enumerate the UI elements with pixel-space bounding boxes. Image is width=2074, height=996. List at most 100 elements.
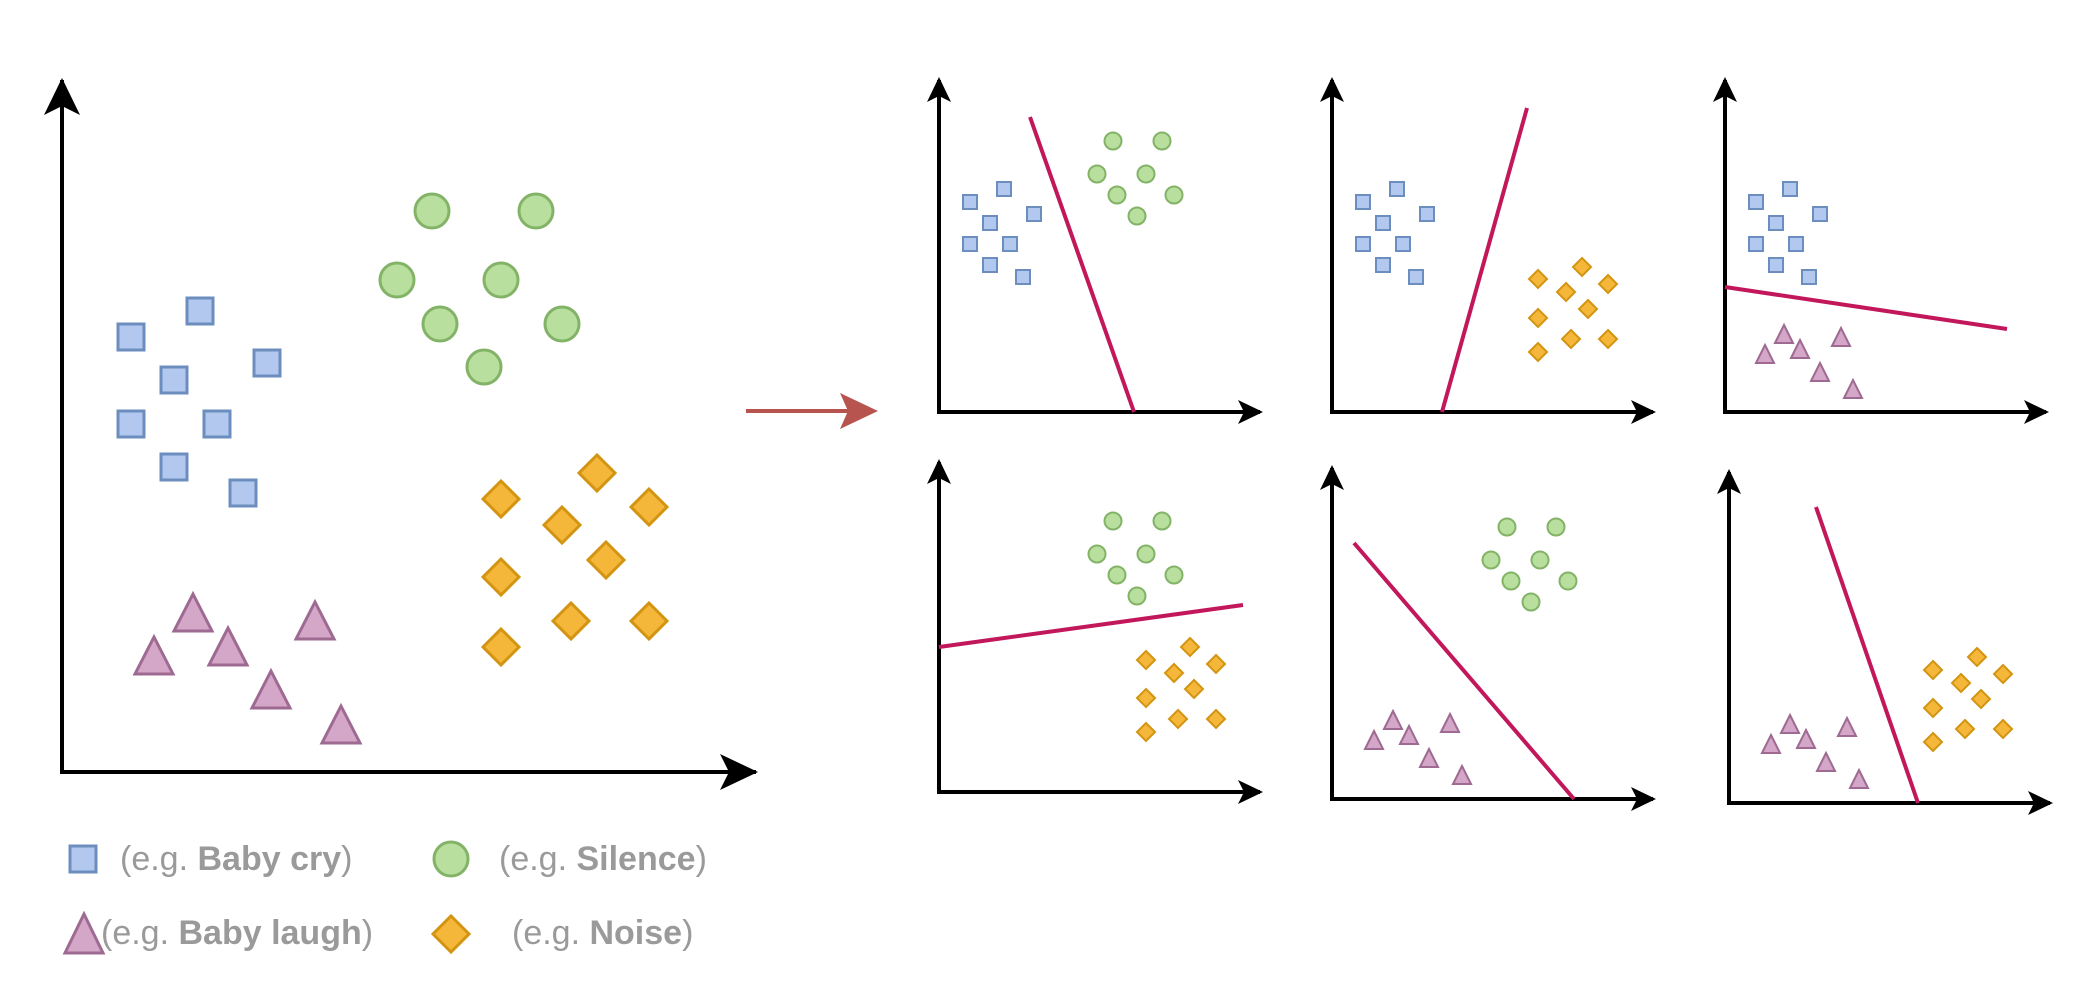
decision-boundary [1352,541,1576,801]
square-point [962,236,978,252]
legend-entry-baby-cry: (e.g. Baby cry) [120,840,352,879]
main-square-point [116,409,146,439]
circle-icon [432,840,470,878]
square-point [1748,236,1764,252]
diamond-point [1527,268,1549,290]
main-square-point [116,322,146,352]
main-circle-point [465,348,503,386]
triangle-point [1789,337,1811,359]
decision-boundary [1440,107,1529,413]
triangle-point [1382,708,1404,730]
triangle-point [1754,342,1776,364]
main-baby-laugh-cluster [132,590,363,745]
legend-label: Noise [589,914,683,952]
square-point [1419,206,1435,222]
square-point [1812,206,1828,222]
legend-suffix: ) [682,914,694,952]
main-square-point [228,478,258,508]
diamond-point [1183,678,1205,700]
circle-point [1103,511,1123,531]
circle-point [1152,511,1172,531]
square-point [1768,215,1784,231]
diamond-point [1970,688,1992,710]
diamond-point [1135,721,1157,743]
diamond-point [1992,718,2014,740]
diamond-point [1560,328,1582,350]
plot-y-arrowhead [927,77,951,102]
legend-icons [62,840,472,955]
circle-point [1107,565,1127,585]
triangle-group [1363,708,1473,785]
triangle-point [1363,728,1385,750]
plot-y-arrowhead [1320,465,1344,490]
diamond-icon [430,913,472,955]
main-triangle-point [171,590,215,633]
legend-label: Baby laugh [178,914,362,952]
circle-point [1546,517,1566,537]
triangle-point [1439,711,1461,733]
pairwise-plot-cry-vs-laugh [1713,77,2049,424]
legend-suffix: ) [695,840,707,878]
main-triangle-point [319,702,363,745]
circle-group [1087,511,1184,606]
pairwise-plot-silence-vs-noise [927,459,1263,804]
diamond-point [1577,298,1599,320]
square-point [982,215,998,231]
circle-point [1136,544,1156,564]
plot-axes [1723,80,2046,414]
main-square-point [185,296,215,326]
main-triangle-point [132,633,176,676]
main-diamond-point [585,539,627,581]
decision-boundary [1028,116,1136,413]
triangle-point [1830,325,1852,347]
diamond-point [1135,687,1157,709]
main-circle-point [421,305,459,343]
main-diamond-point [628,486,670,528]
main-y-axis-arrowhead [44,78,80,115]
legend-entry-baby-laugh: (e.g. Baby laugh) [101,914,373,953]
main-scatter-plot [44,78,758,790]
square-point [1015,269,1031,285]
plot-x-arrowhead [1631,400,1656,424]
triangle-point [1815,750,1837,772]
circle-point [1107,185,1127,205]
plot-axes [1330,80,1653,414]
circle-point [1530,550,1550,570]
circle-point [1481,550,1501,570]
plot-axes [1727,472,2050,805]
diamond-point [1135,649,1157,671]
main-baby-cry-cluster [116,296,282,508]
legend-suffix: ) [341,840,353,878]
circle-point [1152,131,1172,151]
square-point [962,194,978,210]
decision-boundary [938,603,1244,649]
legend-entry-noise: (e.g. Noise) [512,914,693,953]
square-icon [68,844,98,874]
diamond-point [1555,281,1577,303]
square-point [1375,215,1391,231]
triangle-group [1754,322,1864,399]
plot-x-arrowhead [2028,791,2053,815]
main-diamond-point [541,504,583,546]
legend-prefix: (e.g. [101,914,179,952]
main-x-axis-arrowhead [720,754,758,790]
square-point [1408,269,1424,285]
triangle-icon [62,910,106,955]
square-point [982,257,998,273]
circle-group [1481,517,1578,612]
square-point [1389,181,1405,197]
circle-point [1087,164,1107,184]
main-square-point [252,348,282,378]
diamond-point [1527,307,1549,329]
legend-suffix: ) [361,914,374,952]
main-circle-point [413,192,451,230]
circle-point [1103,131,1123,151]
diamond-point [1179,636,1201,658]
main-diamond-point [480,626,522,668]
square-point [1375,257,1391,273]
diamond-point [1205,653,1227,675]
pairwise-plot-cry-vs-noise [1320,77,1656,424]
diamond-point [1950,672,1972,694]
diamond-point [1992,663,2014,685]
